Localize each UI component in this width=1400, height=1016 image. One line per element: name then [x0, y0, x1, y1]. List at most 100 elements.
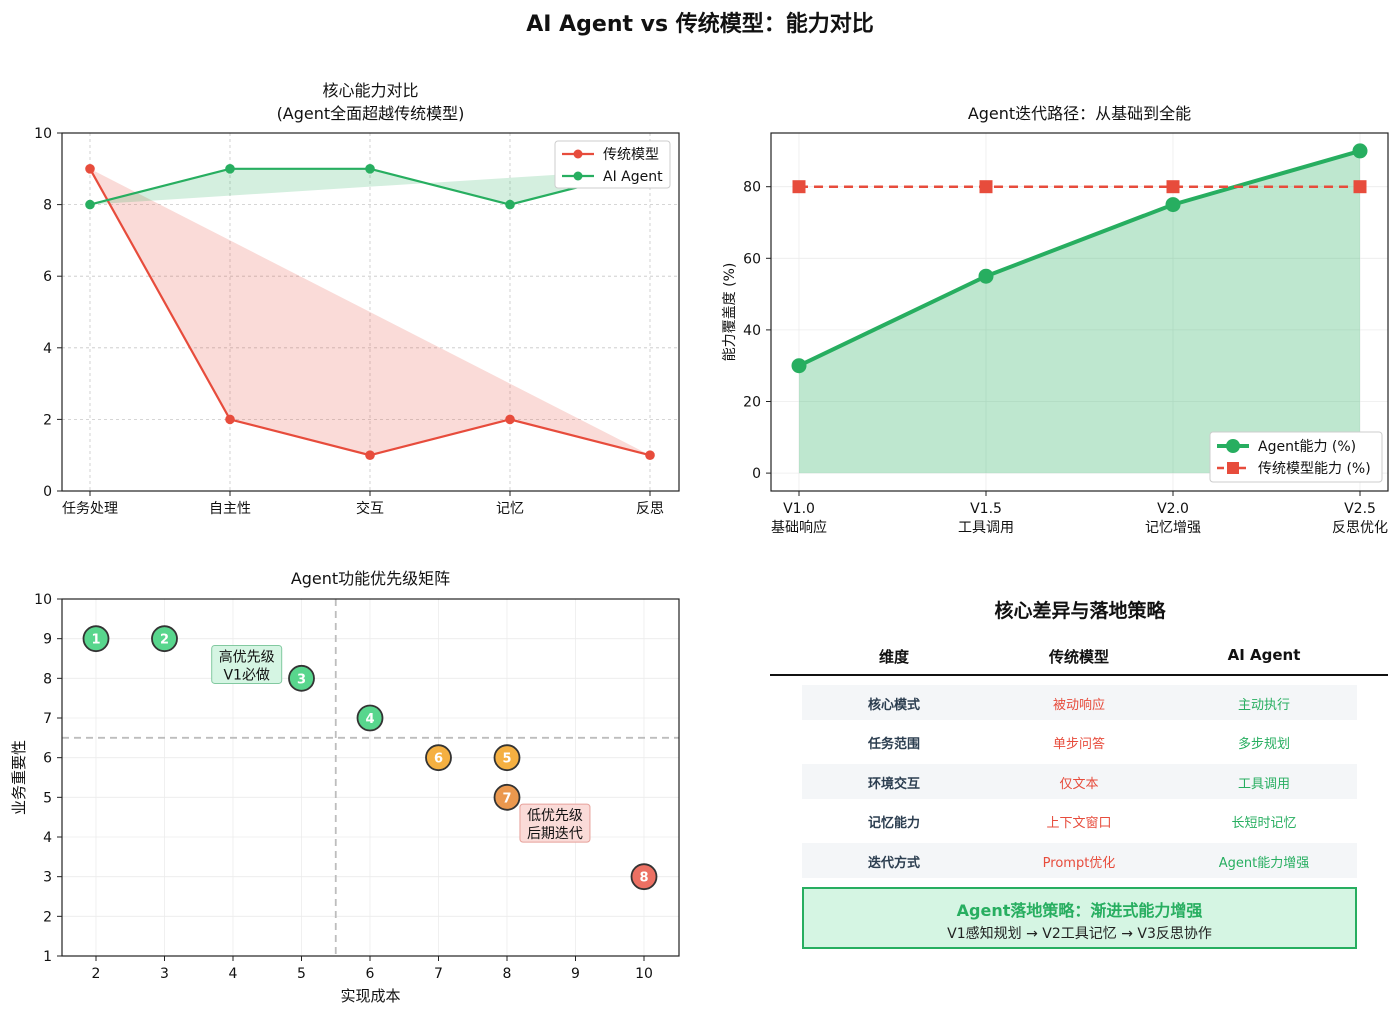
chart-title: Agent迭代路径：从基础到全能 [968, 104, 1191, 123]
row-agent: 长短时记忆 [1231, 816, 1297, 831]
series-fill [90, 168, 650, 205]
x-tick-label: 8 [503, 966, 512, 982]
feature-point [493, 783, 521, 811]
legend-marker [1226, 439, 1240, 453]
x-tick-label: 5 [297, 966, 306, 982]
agent-area [799, 150, 1360, 474]
row-traditional: Prompt优化 [1042, 856, 1116, 871]
x-tick-label: 3 [160, 966, 169, 982]
feature-point [630, 863, 658, 891]
y-axis-label: 业务重要性 [10, 740, 28, 815]
traditional-point [979, 180, 993, 194]
x-tick-label: V2.5 [1344, 501, 1376, 517]
x-tick-label: 4 [229, 966, 238, 982]
feature-point-label: 4 [365, 712, 374, 727]
x-tick-label: 9 [571, 966, 580, 982]
row-dimension: 任务范围 [867, 737, 920, 752]
annotation-box [519, 803, 591, 843]
x-tick-sublabel: 记忆增强 [1145, 520, 1201, 536]
row-agent: 主动执行 [1237, 698, 1290, 713]
legend-marker [1227, 462, 1239, 474]
strategy-body: V1感知规划 → V2工具记忆 → V3反思协作 [947, 926, 1212, 942]
y-tick-label: 60 [743, 251, 761, 267]
feature-point-label: 1 [91, 633, 100, 648]
y-axis-label: 能力覆盖度 (%) [722, 263, 738, 362]
plot-frame [61, 598, 680, 957]
feature-point [82, 625, 110, 653]
traditional-point [1353, 180, 1367, 194]
x-tick-sublabel: 工具调用 [958, 520, 1014, 536]
x-tick-label: 2 [92, 966, 101, 982]
y-tick-label: 4 [43, 830, 52, 846]
x-tick-label: V1.5 [970, 501, 1002, 517]
row-agent: 多步规划 [1237, 737, 1290, 752]
data-point [85, 164, 95, 174]
comparison-table-panel: 核心差异与落地策略 维度 传统模型 AI Agent 核心模式 被动响应 主动执… [770, 590, 1390, 970]
table-row: 核心模式 被动响应 主动执行 [802, 685, 1357, 720]
header-agent: AI Agent [1227, 646, 1301, 664]
feature-point-label: 6 [434, 752, 443, 767]
plot-frame [770, 132, 1389, 492]
y-tick-label: 6 [43, 751, 52, 767]
y-tick-label: 10 [34, 126, 52, 142]
annotation-text: 低优先级 [527, 808, 583, 824]
data-point [645, 450, 655, 461]
x-tick-label: 自主性 [209, 501, 251, 517]
y-tick-label: 0 [43, 484, 52, 500]
table-row: 迭代方式 Prompt优化 Agent能力增强 [802, 843, 1357, 878]
legend-marker [573, 149, 583, 159]
strategy-box: Agent落地策略：渐进式能力增强 V1感知规划 → V2工具记忆 → V3反思… [802, 887, 1357, 949]
data-point [505, 199, 515, 210]
data-point [85, 199, 95, 210]
row-traditional: 上下文窗口 [1046, 816, 1112, 831]
y-tick-label: 20 [743, 395, 761, 411]
header-traditional: 传统模型 [1048, 648, 1109, 666]
y-tick-label: 9 [43, 632, 52, 648]
feature-point-label: 8 [639, 871, 648, 886]
table-row: 环境交互 仅文本 工具调用 [802, 764, 1357, 799]
row-dimension: 环境交互 [867, 777, 920, 792]
feature-point-label: 5 [502, 752, 511, 767]
data-point [365, 450, 375, 461]
x-tick-label: 任务处理 [62, 501, 118, 517]
series-fill [90, 168, 650, 456]
x-tick-label: 6 [366, 966, 375, 982]
x-tick-label: 交互 [356, 500, 384, 517]
legend-label: 传统模型 [603, 147, 659, 163]
chart-title: 核心能力对比 [322, 81, 418, 100]
data-point [505, 414, 515, 425]
feature-point-label: 2 [160, 633, 169, 648]
traditional-point [792, 180, 806, 194]
table-row: 记忆能力 上下文窗口 长短时记忆 [802, 803, 1357, 838]
figure-title: AI Agent vs 传统模型：能力对比 [526, 12, 874, 37]
y-tick-label: 6 [43, 269, 52, 285]
annotation-text: 高优先级 [219, 648, 275, 665]
feature-point-label: 7 [502, 791, 511, 806]
table-row: 任务范围 单步问答 多步规划 [802, 724, 1357, 759]
traditional-point [1166, 180, 1180, 194]
row-traditional: 被动响应 [1052, 698, 1105, 713]
feature-point [425, 744, 452, 772]
y-tick-label: 0 [752, 466, 761, 482]
agent-point [1165, 197, 1181, 213]
agent-point [791, 358, 807, 374]
y-tick-label: 8 [43, 671, 52, 687]
y-tick-label: 5 [43, 790, 52, 806]
x-tick-label: V1.0 [783, 501, 815, 517]
feature-point [493, 744, 521, 772]
row-dimension: 核心模式 [867, 698, 920, 713]
data-point [365, 164, 375, 174]
data-point [225, 414, 235, 425]
row-agent: 工具调用 [1237, 777, 1290, 792]
chart-title: Agent功能优先级矩阵 [291, 569, 450, 588]
y-tick-label: 10 [34, 592, 52, 608]
strategy-title: Agent落地策略：渐进式能力增强 [956, 901, 1203, 920]
feature-point [356, 704, 384, 732]
annotation-text: V1必做 [223, 667, 269, 683]
legend-label: AI Agent [603, 169, 663, 185]
x-tick-label: V2.0 [1157, 501, 1189, 517]
y-tick-label: 2 [43, 412, 52, 428]
table-title: 核心差异与落地策略 [994, 600, 1166, 622]
x-tick-sublabel: 基础响应 [771, 519, 827, 536]
